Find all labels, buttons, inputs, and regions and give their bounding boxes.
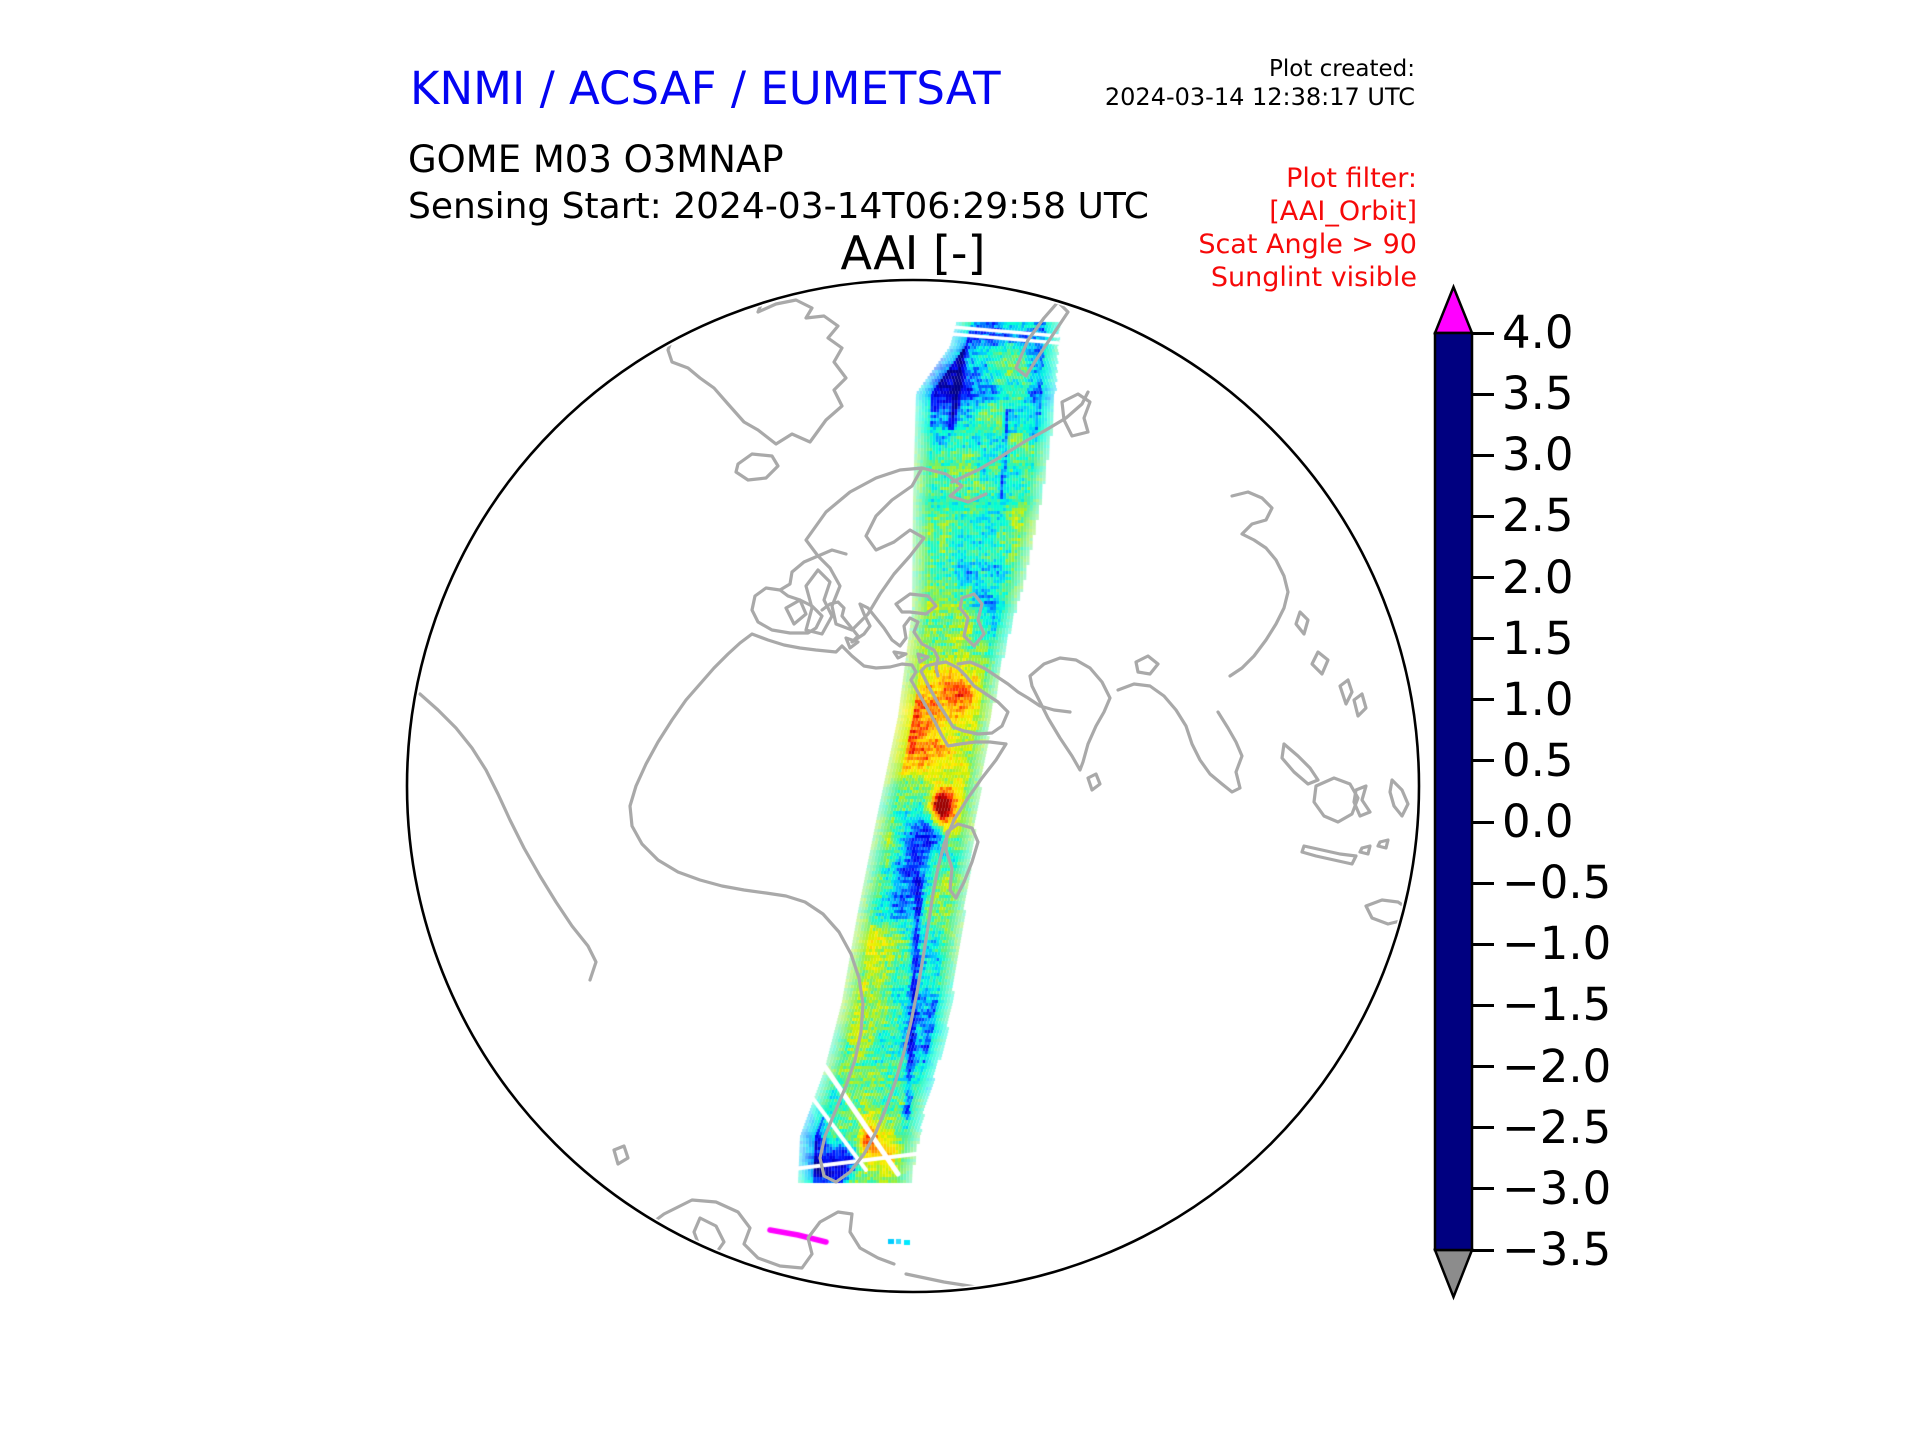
coastline-path xyxy=(916,652,930,664)
coastline-path xyxy=(844,636,860,650)
colorbar-under-arrow xyxy=(1433,1248,1474,1301)
colorbar-tick-label: −1.0 xyxy=(1502,917,1612,971)
coastline-path xyxy=(956,660,1072,714)
coastline-path xyxy=(892,650,908,660)
coastline-path xyxy=(1116,682,1244,794)
colorbar-graphic xyxy=(1433,283,1474,1301)
coastline-path xyxy=(750,586,824,635)
coastline-path xyxy=(894,592,938,616)
colorbar-tick-mark xyxy=(1472,331,1494,335)
colorbar-tick-mark xyxy=(1472,392,1494,396)
colorbar-tick-mark xyxy=(1472,1065,1494,1069)
coastline-path xyxy=(778,548,848,592)
coastline-path xyxy=(1338,678,1354,706)
colorbar-tick-mark xyxy=(1472,1126,1494,1130)
colorbar-tick-label: 0.5 xyxy=(1502,733,1574,787)
coastline-path xyxy=(1060,392,1092,438)
colorbar-tick-label: 2.0 xyxy=(1502,550,1574,604)
colorbar-tick-mark xyxy=(1472,453,1494,457)
colorbar-tick-label: −1.5 xyxy=(1502,978,1612,1032)
coastline-path xyxy=(1352,692,1368,718)
coastline-path xyxy=(919,660,1010,736)
colorbar-tick-mark xyxy=(1472,881,1494,885)
colorbar-tick-label: −2.5 xyxy=(1502,1100,1612,1154)
colorbar-tick-label: 1.0 xyxy=(1502,672,1574,726)
coastline-path xyxy=(1086,772,1102,792)
colorbar-tick-label: 4.0 xyxy=(1502,306,1574,359)
coastline-path xyxy=(920,466,988,504)
coastline-path xyxy=(1228,490,1290,678)
coastline-path xyxy=(612,1144,630,1166)
coastline-path xyxy=(638,1198,896,1270)
coastline-path xyxy=(734,452,780,482)
colorbar-tick-mark xyxy=(1472,1187,1494,1191)
coastline-path xyxy=(1280,742,1320,786)
colorbar-tick-label: 3.5 xyxy=(1502,367,1574,421)
coastline-path xyxy=(418,692,598,982)
coastline-path xyxy=(950,390,1090,484)
coastline-path xyxy=(1028,656,1112,772)
colorbar-tick-mark xyxy=(1472,698,1494,702)
colorbar-tick-mark xyxy=(1472,514,1494,518)
coastline-path xyxy=(628,632,1008,1184)
coastline-path xyxy=(1134,654,1160,676)
coastline-path xyxy=(1352,784,1372,818)
coastline-path xyxy=(1388,778,1410,818)
coastline-path xyxy=(1376,838,1390,850)
coastline-path xyxy=(1300,844,1358,866)
colorbar-tick-mark xyxy=(1472,942,1494,946)
colorbar-tick-label: −2.0 xyxy=(1502,1039,1612,1093)
coastline-path xyxy=(1294,610,1310,636)
coastline-path xyxy=(1014,300,1070,378)
colorbar-gradient-bar xyxy=(1433,331,1474,1252)
colorbar-over-arrow xyxy=(1433,283,1474,335)
coastline-path xyxy=(1358,844,1372,856)
colorbar-tick-label: −3.0 xyxy=(1502,1161,1612,1215)
colorbar-tick-label: 1.5 xyxy=(1502,611,1574,665)
colorbar-tick-label: 2.5 xyxy=(1502,489,1574,543)
coastline-path xyxy=(1312,776,1360,824)
coastlines-group xyxy=(418,294,1412,1289)
colorbar-tick-label: 3.0 xyxy=(1502,428,1574,482)
coastline-path xyxy=(666,294,848,446)
colorbar: 4.0 3.5 3.0 2.5 2.0 1.5 1.0 0.5 0.0 −0.5 −1.0 −1.5 −… xyxy=(1400,250,1820,1340)
colorbar-tick-mark xyxy=(1472,820,1494,824)
colorbar-tick-mark xyxy=(1472,1003,1494,1007)
coastline-path xyxy=(944,822,980,900)
coastline-path xyxy=(820,600,940,678)
colorbar-tick-label: −3.5 xyxy=(1502,1223,1612,1276)
coastline-path xyxy=(958,592,986,648)
coastline-path xyxy=(784,598,808,626)
colorbar-tick-mark xyxy=(1472,637,1494,641)
coastline-path xyxy=(804,466,926,632)
colorbar-tick-mark xyxy=(1472,576,1494,580)
colorbar-tick-mark xyxy=(1472,1248,1494,1252)
colorbar-tick-label: 0.0 xyxy=(1502,795,1574,849)
colorbar-tick-mark xyxy=(1472,759,1494,763)
coastline-path xyxy=(1310,650,1330,676)
globe-outline-circle xyxy=(405,278,1421,1294)
colorbar-tick-label: −0.5 xyxy=(1502,856,1612,910)
coastline-path xyxy=(804,568,834,636)
